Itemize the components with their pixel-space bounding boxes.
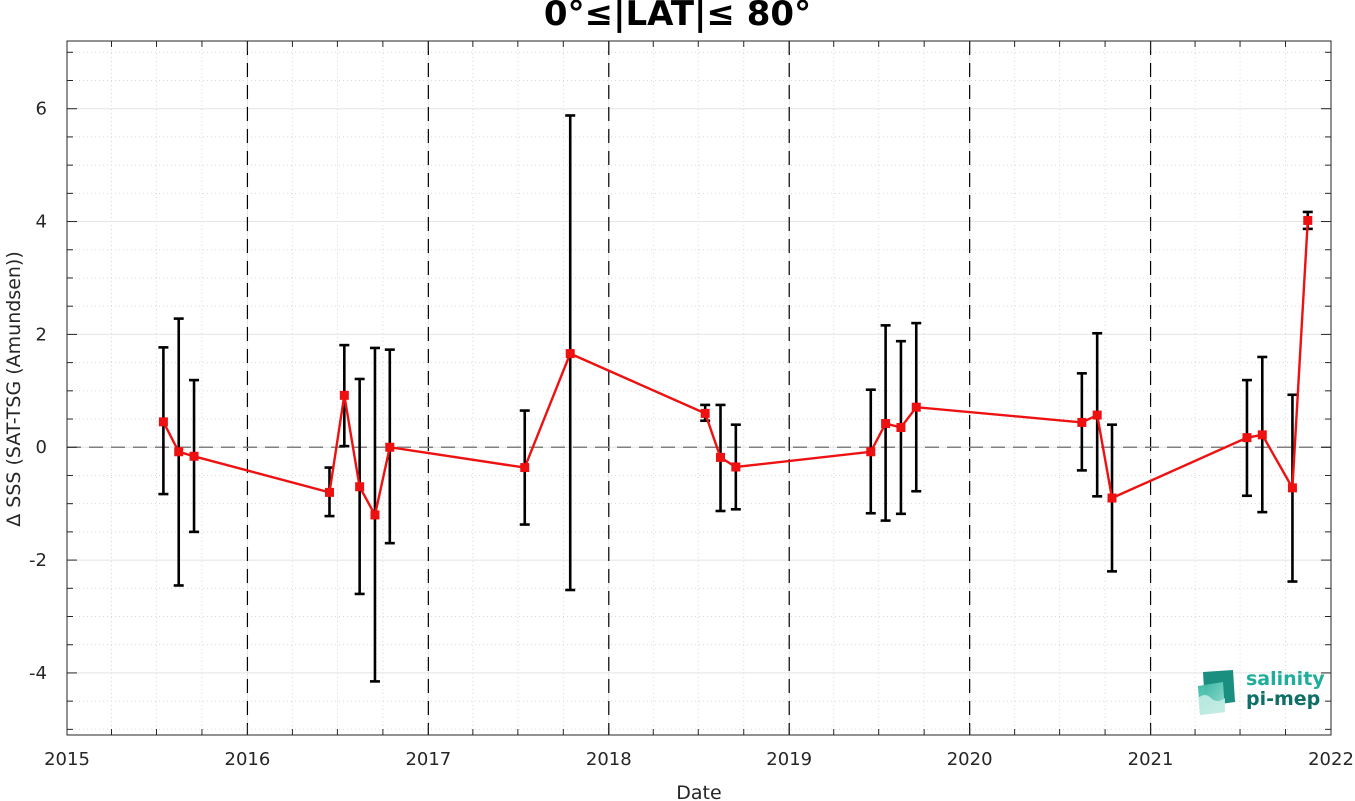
salinity-pimep-logo: salinity pi-mep xyxy=(1195,668,1325,718)
y-tick-label: 2 xyxy=(36,324,47,345)
data-point-marker xyxy=(1303,215,1313,225)
x-tick-label: 2022 xyxy=(1308,749,1354,770)
y-axis-label: Δ SSS (SAT-TSG (Amundsen)) xyxy=(3,251,25,527)
data-point-marker xyxy=(1257,430,1267,440)
axes-frame xyxy=(66,40,1332,736)
y-tick-label: 6 xyxy=(36,99,47,120)
logo-text-pimep: pi-mep xyxy=(1246,688,1321,710)
x-axis-label: Date xyxy=(676,782,721,801)
data-point-marker xyxy=(385,442,395,452)
chart-title: 0°≤|LAT|≤ 80° xyxy=(543,0,812,34)
data-point-marker xyxy=(565,349,575,359)
axes-layer xyxy=(66,40,1332,736)
x-tick-label: 2015 xyxy=(44,749,90,770)
data-point-marker xyxy=(324,487,334,497)
x-tick-label: 2021 xyxy=(1128,749,1174,770)
data-point-marker xyxy=(700,408,710,418)
labels-layer: 2015 2016 2017 2018 2019 2020 2021 2022 -4 -2 0 2 4 6 xyxy=(29,99,1354,770)
y-tick-label: -4 xyxy=(29,663,47,684)
data-point-marker xyxy=(1287,483,1297,493)
reference-layer xyxy=(67,41,1331,735)
data-point-marker xyxy=(520,463,530,473)
x-tick-label: 2017 xyxy=(405,749,451,770)
data-point-marker xyxy=(911,402,921,412)
data-point-marker xyxy=(158,417,168,427)
data-point-marker xyxy=(1242,433,1252,443)
data-point-marker xyxy=(174,447,184,457)
data-point-marker xyxy=(1107,493,1117,503)
x-tick-label: 2018 xyxy=(586,749,632,770)
grid-layer xyxy=(66,41,1332,735)
data-point-marker xyxy=(1077,417,1087,427)
data-point-marker xyxy=(881,419,891,429)
x-tick-label: 2019 xyxy=(766,749,812,770)
data-point-marker xyxy=(370,510,380,520)
data-point-marker xyxy=(866,447,876,457)
x-tick-label: 2020 xyxy=(947,749,993,770)
data-point-marker xyxy=(339,390,349,400)
data-point-marker xyxy=(731,462,741,472)
data-point-marker xyxy=(355,482,365,492)
data-point-marker xyxy=(716,452,726,462)
data-point-marker xyxy=(896,422,906,432)
series-layer xyxy=(158,114,1313,683)
x-tick-label: 2016 xyxy=(225,749,271,770)
logo-text-salinity: salinity xyxy=(1246,668,1325,690)
y-tick-label: 0 xyxy=(36,437,47,458)
logo-icon xyxy=(1198,670,1235,715)
data-point-marker xyxy=(189,451,199,461)
y-tick-label: 4 xyxy=(36,212,47,233)
y-tick-label: -2 xyxy=(29,550,47,571)
plot-area xyxy=(67,41,1331,735)
series-line xyxy=(162,220,1309,519)
data-point-marker xyxy=(1092,410,1102,420)
